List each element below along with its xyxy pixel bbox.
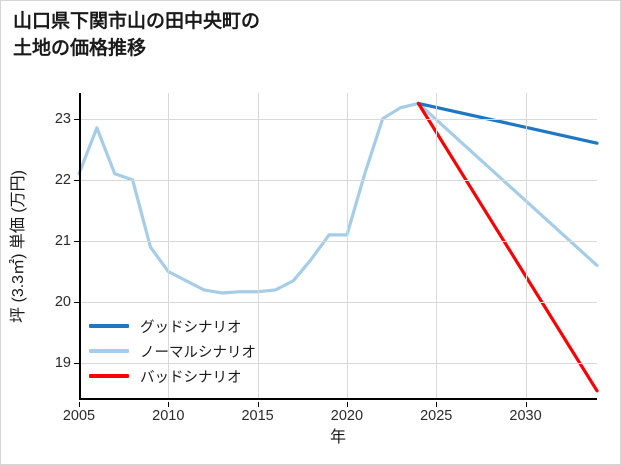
x-axis-tick-mark [346,402,348,407]
x-axis-tick-mark [168,402,170,407]
legend-color-swatch [89,324,129,328]
legend-label: グッドシナリオ [140,319,242,336]
y-axis-tick-label: 23 [54,110,71,127]
x-axis-tick-mark [257,402,259,407]
x-axis-tick-label: 2010 [152,408,185,424]
y-axis-tick-label: 22 [54,171,71,188]
x-axis-tick-mark [436,402,438,407]
grid-line-vertical [168,93,170,400]
grid-line-vertical [525,93,527,400]
x-axis-tick-mark [525,402,527,407]
y-axis-label: 坪 (3.3㎡) 単価 (万円) [10,170,27,323]
x-axis-line [79,398,597,400]
x-axis-tick-label: 2025 [420,408,453,424]
grid-line-horizontal [79,118,597,120]
x-axis-label: 年 [329,429,346,446]
y-axis-tick-label: 19 [54,355,71,372]
legend-item[interactable]: ノーマルシナリオ [89,342,256,361]
y-axis-line [79,93,81,400]
series-line [416,101,599,393]
chart-title: 山口県下関市山の田中央町の 土地の価格推移 [13,11,261,59]
x-axis-tick-label: 2005 [62,408,96,424]
grid-line-horizontal [79,363,597,365]
legend-color-swatch [89,349,129,353]
plot-area [77,93,599,400]
legend-item[interactable]: グッドシナリオ [89,317,256,336]
legend-item[interactable]: バッドシナリオ [89,367,256,386]
legend-label: バッドシナリオ [140,369,242,386]
chart-legend: グッドシナリオ ノーマルシナリオ バッドシナリオ [89,317,256,386]
x-axis-tick-mark [79,402,80,407]
grid-line-horizontal [79,179,597,181]
grid-line-horizontal [79,240,597,242]
legend-color-swatch [89,374,129,378]
x-axis-tick-label: 2015 [241,408,274,424]
x-axis-tick-label: 2030 [509,408,542,424]
series-line [416,101,599,145]
x-axis-tick-label: 2020 [330,408,364,424]
legend-label: ノーマルシナリオ [140,344,256,361]
grid-line-vertical [257,93,259,400]
grid-line-horizontal [79,302,597,304]
grid-line-vertical [436,93,438,400]
grid-line-vertical [346,93,348,400]
y-axis-tick-label: 21 [54,232,71,249]
y-axis-tick-label: 20 [54,294,71,311]
